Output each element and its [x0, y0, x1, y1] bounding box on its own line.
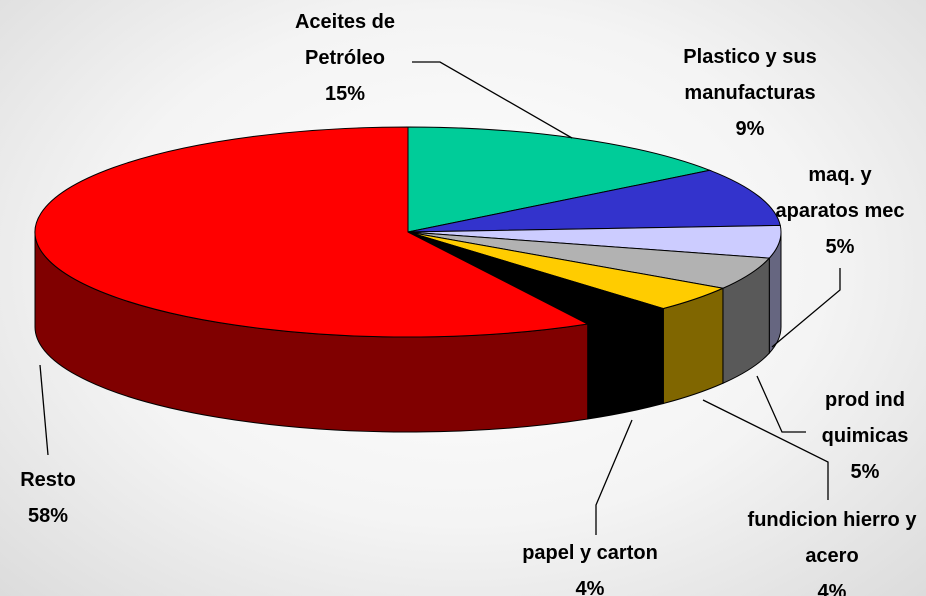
slice [34, 126, 590, 338]
category-label: prod ind quimicas [821, 389, 909, 447]
slice [407, 126, 712, 233]
value-label: 15% [324, 83, 366, 105]
slice-label: prod ind quimicas 5% [815, 382, 915, 490]
slice-label: Aceites de Petróleo 15% [270, 4, 420, 112]
category-label: Aceites de Petróleo [294, 11, 396, 69]
leader-line [771, 268, 841, 348]
leader-line [756, 375, 806, 433]
category-label: Plastico y sus manufacturas [683, 46, 817, 104]
slice-label: papel y carton 4% [505, 535, 675, 596]
value-label: 4% [817, 581, 847, 596]
value-label: 58% [27, 505, 69, 527]
leader-line [412, 61, 573, 139]
slice [407, 169, 781, 233]
value-label: 4% [575, 578, 605, 596]
value-label: 9% [735, 118, 765, 140]
leader-line [39, 364, 49, 456]
slice-label: Plastico y sus manufacturas 9% [665, 39, 835, 147]
leader-line [595, 419, 633, 535]
category-label: papel y carton [522, 542, 658, 564]
slice-label: Resto 58% [3, 462, 93, 534]
leader-line [702, 399, 829, 500]
slice-side [587, 307, 664, 420]
slice-label: fundicion hierro y acero 4% [747, 502, 917, 596]
slice-label: maq. y aparatos mec 5% [775, 157, 905, 265]
value-label: 5% [850, 461, 880, 483]
leader-lines [39, 61, 841, 535]
value-label: 5% [825, 236, 855, 258]
category-label: Resto [20, 469, 76, 491]
category-label: maq. y aparatos mec [775, 164, 905, 222]
category-label: fundicion hierro y acero [747, 509, 917, 567]
